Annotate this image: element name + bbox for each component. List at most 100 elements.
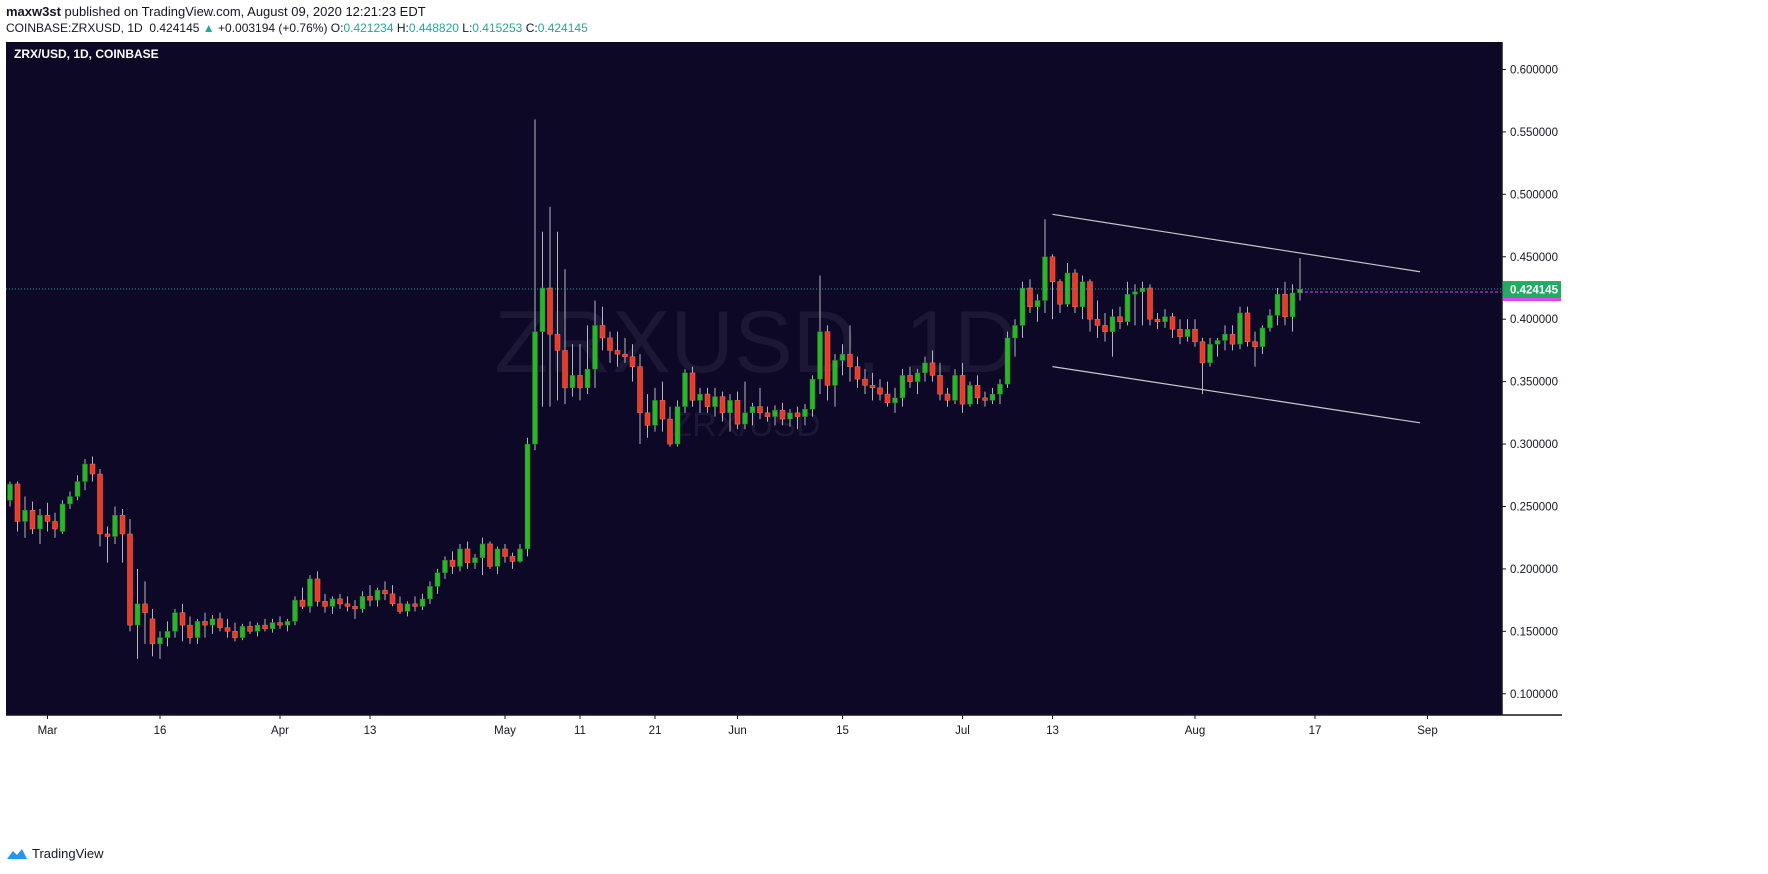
- candle-body-down: [1117, 316, 1123, 322]
- candle: [884, 381, 891, 407]
- candle-body-down: [224, 627, 231, 632]
- price-value: 0.424145: [149, 21, 200, 35]
- footer-brand[interactable]: TradingView: [6, 846, 104, 861]
- candle-body-down: [1177, 328, 1183, 337]
- symbol-info-line: COINBASE:ZRXUSD, 1D 0.424145 ▲ +0.003194…: [6, 21, 588, 35]
- plot-area[interactable]: [6, 42, 1502, 715]
- candle-body-down: [449, 559, 456, 567]
- candle: [1124, 281, 1131, 326]
- candle-body-down: [689, 372, 696, 401]
- candle: [839, 344, 846, 376]
- candle-body-down: [14, 483, 21, 522]
- candle-body-down: [29, 509, 36, 530]
- candle: [712, 387, 718, 417]
- candle-body-down: [1102, 325, 1108, 332]
- candle-body-up: [329, 598, 336, 607]
- candle: [854, 356, 861, 388]
- candle-body-up: [1184, 328, 1191, 337]
- y-tick-label: 0.500000: [1510, 189, 1558, 201]
- candle-body-up: [1019, 287, 1026, 326]
- candle: [914, 369, 921, 395]
- candle: [1184, 319, 1191, 342]
- candlestick-chart[interactable]: ZRXUSD, 1D ZRX/USD ZRX/USD, 1D, COINBASE…: [6, 42, 1762, 742]
- candle: [562, 269, 568, 405]
- candle: [727, 394, 733, 432]
- open-value: 0.421234: [343, 21, 394, 35]
- candle-body-down: [1192, 328, 1198, 342]
- channel-lower-line[interactable]: [1052, 366, 1421, 424]
- candle-body-up: [839, 353, 846, 361]
- candle-body-down: [314, 578, 321, 602]
- x-tick-label: Aug: [1185, 725, 1205, 737]
- symbol-text: COINBASE:ZRXUSD, 1D: [6, 21, 143, 35]
- candle-body-down: [202, 621, 208, 626]
- candle: [449, 551, 456, 574]
- candle-body-up: [157, 637, 163, 645]
- candle-body-up: [22, 509, 28, 522]
- candle: [734, 391, 741, 430]
- channel-upper-line[interactable]: [1052, 213, 1421, 273]
- candle: [614, 331, 621, 367]
- candle: [1147, 284, 1153, 326]
- candle-body-up: [7, 483, 13, 501]
- candle: [772, 405, 778, 426]
- candle: [52, 512, 58, 538]
- y-tick-label: 0.400000: [1510, 314, 1558, 326]
- candle-body-down: [884, 393, 891, 404]
- candle-body-up: [1124, 293, 1131, 322]
- candle: [1237, 306, 1243, 350]
- candle: [1027, 279, 1033, 313]
- candle-body-down: [487, 543, 493, 567]
- candle-body-down: [344, 603, 351, 607]
- candle-body-down: [179, 612, 186, 626]
- candle: [599, 306, 606, 351]
- candle: [419, 593, 426, 611]
- candle: [134, 568, 141, 659]
- candle: [1012, 319, 1018, 357]
- candle: [172, 608, 178, 638]
- candle-body-down: [142, 603, 148, 613]
- candle-body-up: [37, 514, 43, 530]
- candle-body-up: [1222, 333, 1228, 341]
- candle-body-up: [164, 631, 171, 638]
- candle-body-up: [209, 618, 216, 626]
- candle-body-up: [989, 393, 996, 401]
- candle: [802, 404, 808, 426]
- y-tick-label: 0.600000: [1510, 64, 1558, 76]
- last-price-tag-label: 0.424145: [1510, 285, 1559, 297]
- candle-body-down: [974, 385, 981, 399]
- candle: [607, 331, 613, 363]
- candle: [1079, 275, 1086, 320]
- candle-body-down: [1244, 312, 1251, 342]
- y-tick-label: 0.450000: [1510, 252, 1558, 264]
- candle-body-up: [284, 621, 291, 626]
- candle-body-down: [622, 353, 628, 357]
- candle: [929, 350, 936, 382]
- candle: [959, 362, 966, 413]
- candle: [1109, 309, 1116, 357]
- candle-body-up: [1214, 340, 1221, 345]
- y-axis-ticks: 0.100000 0.150000 0.200000 0.250000 0.300000…: [1502, 64, 1558, 701]
- x-tick-label: Sep: [1417, 725, 1437, 737]
- candle-body-down: [1252, 341, 1258, 347]
- candle: [397, 596, 403, 614]
- candle: [337, 593, 343, 609]
- candle: [157, 631, 163, 659]
- candles-layer: [7, 119, 1303, 659]
- author-name[interactable]: maxw3st: [6, 4, 61, 19]
- candle-body-up: [517, 548, 523, 562]
- y-tick-label: 0.550000: [1510, 127, 1558, 139]
- candle: [1154, 312, 1161, 330]
- candle-body-down: [862, 378, 868, 386]
- y-tick-label: 0.150000: [1510, 626, 1558, 638]
- candle: [989, 387, 996, 405]
- x-tick-label: 11: [574, 725, 586, 737]
- candle-body-down: [337, 598, 343, 605]
- candle-body-up: [457, 548, 463, 567]
- x-tick-label: 15: [836, 725, 849, 737]
- candle-body-down: [119, 514, 126, 535]
- price-axis[interactable]: [1502, 42, 1562, 715]
- candle-body-down: [562, 350, 568, 389]
- candle-body-down: [644, 412, 651, 426]
- candle-body-down: [614, 350, 621, 355]
